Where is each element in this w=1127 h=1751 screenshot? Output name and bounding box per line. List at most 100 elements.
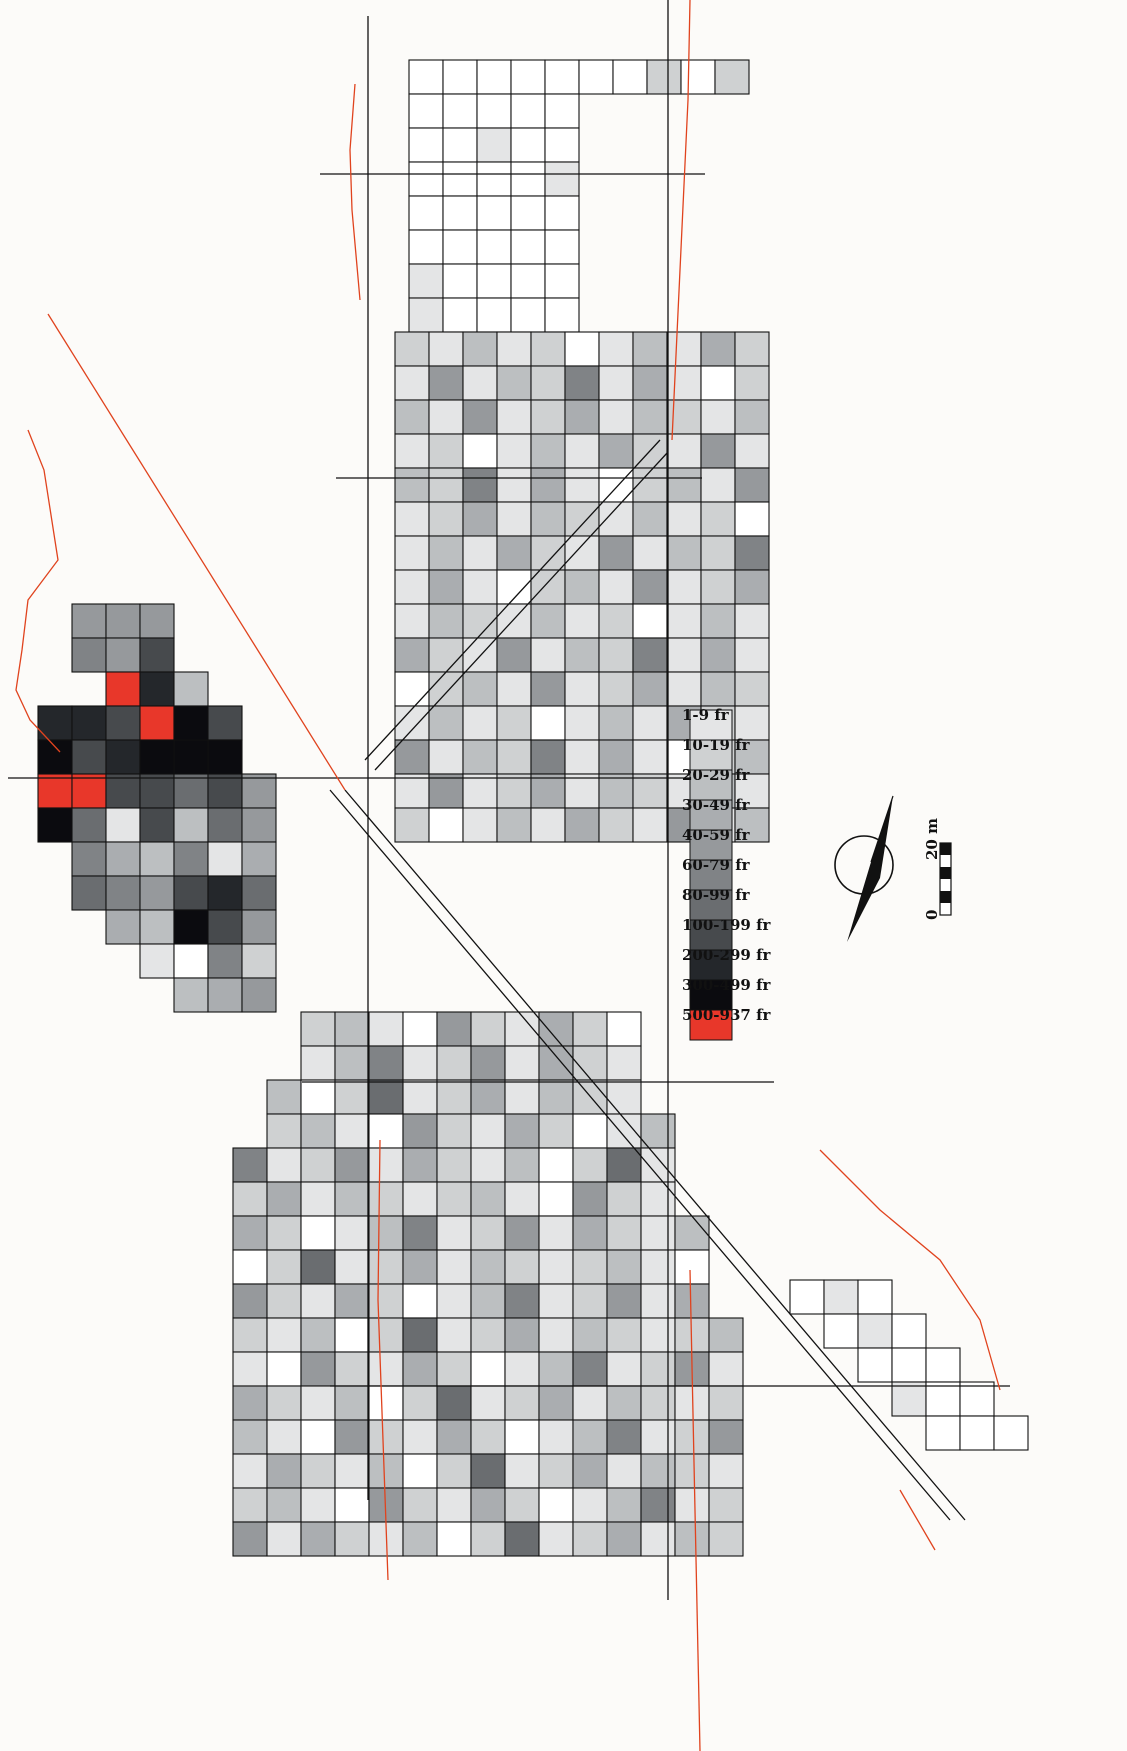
grid-cell (207, 705, 243, 741)
grid-cell (300, 1453, 336, 1489)
grid-cell (734, 535, 770, 571)
grid-cell (496, 705, 532, 741)
grid-cell (173, 739, 209, 775)
grid-cell (368, 1419, 404, 1455)
grid-cell (402, 1453, 438, 1489)
grid-cell (606, 1249, 642, 1285)
grid-cell (598, 433, 634, 469)
grid-cell (334, 1351, 370, 1387)
scale-bar-start-label: 0 (923, 910, 941, 920)
grid-cell (504, 1453, 540, 1489)
grid-cell (266, 1181, 302, 1217)
grid-cell (105, 603, 141, 639)
grid-cell (462, 433, 498, 469)
grid-cell (470, 1181, 506, 1217)
grid-cell (530, 365, 566, 401)
grid-cell (442, 59, 478, 95)
grid-cell (436, 1317, 472, 1353)
grid-cell (334, 1249, 370, 1285)
grid-cell (368, 1317, 404, 1353)
grid-cell (666, 637, 702, 673)
grid-cell (700, 331, 736, 367)
grid-cell (564, 501, 600, 537)
grid-cell (646, 59, 682, 95)
grid-cell (564, 739, 600, 775)
grid-cell (530, 433, 566, 469)
grid-cell (442, 127, 478, 163)
grid-cell (632, 739, 668, 775)
grid-cell (300, 1351, 336, 1387)
grid-cell (173, 909, 209, 945)
grid-cell (666, 603, 702, 639)
grid-cell (708, 1317, 744, 1353)
grid-cell (476, 263, 512, 299)
grid-cell (394, 705, 430, 741)
grid-cell (266, 1419, 302, 1455)
grid-cell (564, 773, 600, 809)
grid-cell (232, 1147, 268, 1183)
grid-cell (504, 1385, 540, 1421)
grid-cell (510, 161, 546, 197)
grid-cell (428, 399, 464, 435)
grid-cell (394, 467, 430, 503)
grid-cell (959, 1381, 995, 1417)
grid-cell (674, 1521, 710, 1557)
grid-cell (241, 807, 277, 843)
grid-cell (105, 637, 141, 673)
grid-cell (105, 671, 141, 707)
grid-cell (173, 705, 209, 741)
grid-cell (530, 501, 566, 537)
grid-cell (394, 501, 430, 537)
grid-cell (734, 365, 770, 401)
grid-cell (232, 1385, 268, 1421)
grid-cell (436, 1079, 472, 1115)
grid-cell (436, 1181, 472, 1217)
grid-cell (402, 1521, 438, 1557)
grid-cell (368, 1351, 404, 1387)
grid-cell (408, 297, 444, 333)
grid-cell (462, 603, 498, 639)
grid-cell (334, 1011, 370, 1047)
grid-cell (606, 1181, 642, 1217)
grid-cell (241, 977, 277, 1013)
grid-cell (640, 1351, 676, 1387)
grid-cell (789, 1279, 825, 1315)
grid-cell (470, 1487, 506, 1523)
grid-cell (462, 467, 498, 503)
grid-cell (368, 1215, 404, 1251)
grid-cell (606, 1351, 642, 1387)
grid-cell (300, 1181, 336, 1217)
grid-cell (462, 331, 498, 367)
grid-cell (734, 399, 770, 435)
grid-cell (408, 263, 444, 299)
grid-cell (538, 1317, 574, 1353)
grid-cell (436, 1147, 472, 1183)
grid-cell (402, 1181, 438, 1217)
grid-cell (544, 161, 580, 197)
grid-cell (300, 1487, 336, 1523)
grid-cell (496, 331, 532, 367)
grid-cell (504, 1419, 540, 1455)
grid-cell (538, 1351, 574, 1387)
grid-cell (496, 671, 532, 707)
grid-cell (266, 1113, 302, 1149)
grid-cell (606, 1419, 642, 1455)
grid-cell (470, 1045, 506, 1081)
grid-cell (232, 1521, 268, 1557)
grid-cell (700, 535, 736, 571)
grid-cell (105, 909, 141, 945)
grid-cell (266, 1453, 302, 1489)
grid-cell (476, 297, 512, 333)
grid-cell (564, 637, 600, 673)
grid-cell (598, 637, 634, 673)
grid-cell (462, 671, 498, 707)
grid-cell (572, 1113, 608, 1149)
grid-cell (334, 1487, 370, 1523)
grid-cell (402, 1487, 438, 1523)
grid-cell (734, 501, 770, 537)
grid-cell (606, 1317, 642, 1353)
grid-cell (734, 433, 770, 469)
excavation-grid (37, 59, 1029, 1557)
grid-cell (606, 1147, 642, 1183)
grid-cell (734, 603, 770, 639)
